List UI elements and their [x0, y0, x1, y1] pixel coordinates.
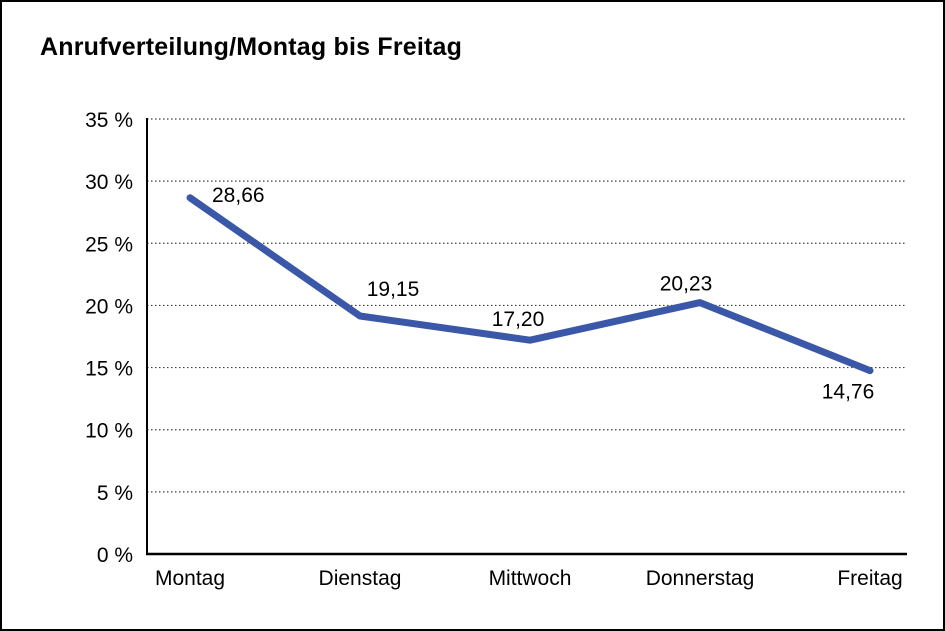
y-tick-label: 10 %	[85, 420, 133, 443]
y-tick-label: 20 %	[85, 295, 133, 318]
y-tick-label: 30 %	[85, 171, 133, 194]
y-tick-label: 35 %	[85, 109, 133, 132]
x-tick-label: Mittwoch	[489, 567, 572, 590]
data-line	[186, 194, 874, 375]
point-value-label: 20,23	[660, 273, 713, 296]
x-tick-label: Donnerstag	[646, 567, 755, 590]
x-tick-label: Freitag	[837, 567, 902, 590]
point-value-label: 17,20	[492, 308, 545, 331]
point-value-label: 28,66	[212, 184, 265, 207]
y-tick-label: 25 %	[85, 233, 133, 256]
x-tick-label: Dienstag	[319, 567, 402, 590]
point-value-label: 19,15	[367, 278, 420, 301]
y-tick-label: 15 %	[85, 358, 133, 381]
point-value-label: 14,76	[822, 381, 875, 404]
chart-title: Anrufverteilung/Montag bis Freitag	[40, 33, 463, 61]
y-tick-label: 5 %	[97, 482, 133, 505]
y-tick-label: 0 %	[97, 544, 133, 567]
x-tick-label: Montag	[155, 567, 225, 590]
